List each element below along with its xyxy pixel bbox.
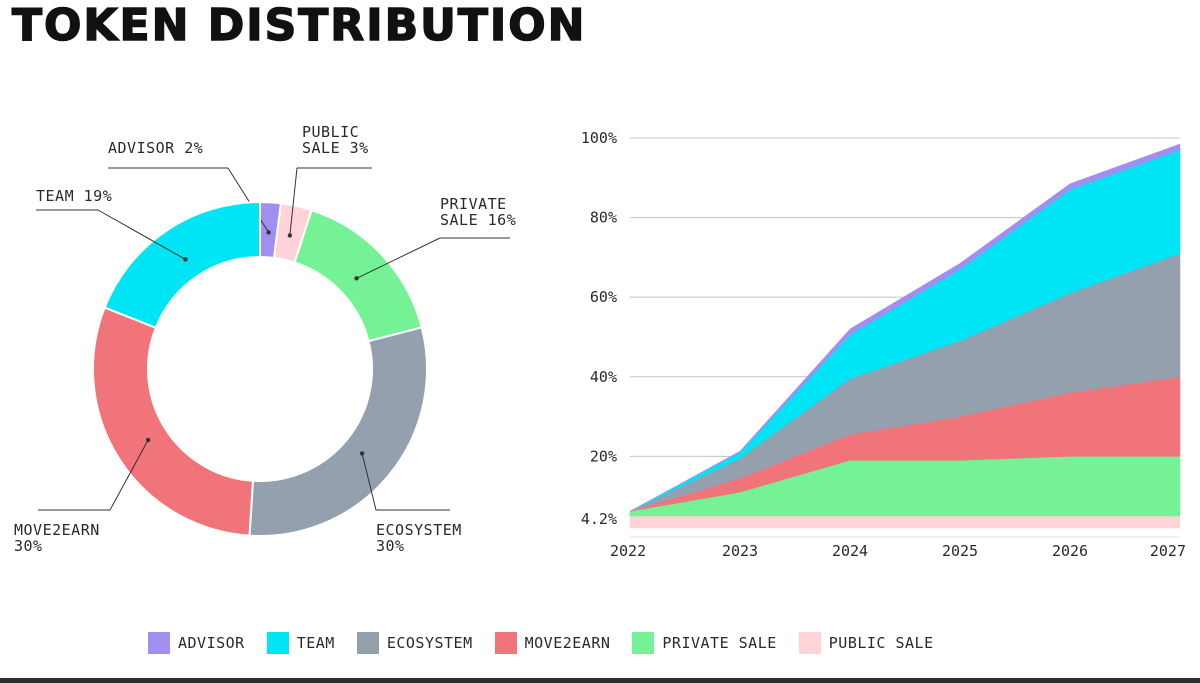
legend-swatch-advisor	[148, 632, 170, 654]
donut-label-ecosystem: ECOSYSTEM 30%	[376, 521, 462, 555]
y-tick-label: 60%	[590, 288, 617, 306]
donut-slice-move2earn	[92, 306, 255, 537]
legend-swatch-private-sale	[632, 632, 655, 654]
donut-label-line1: ADVISOR 2%	[108, 139, 203, 157]
donut-label-line1: TEAM 19%	[36, 187, 112, 205]
area-series-advisor	[629, 143, 1181, 512]
donut-label-line2: SALE 16%	[440, 211, 516, 229]
x-tick-label: 2025	[942, 542, 978, 560]
donut-slice-team	[103, 200, 261, 330]
donut-label-line1: PUBLIC	[302, 123, 359, 141]
donut-label-private-sale: PRIVATE SALE 16%	[440, 195, 516, 229]
legend-swatch-public-sale	[798, 632, 821, 654]
donut-label-line1: ECOSYSTEM	[376, 521, 462, 539]
leader-line-move2earn	[109, 439, 149, 511]
leader-line-advisor	[227, 167, 270, 233]
leader-line-public-sale	[289, 167, 298, 236]
leader-dot-public-sale	[287, 233, 293, 238]
legend-label-move2earn: MOVE2EARN	[524, 634, 611, 652]
x-tick-label: 2027	[1150, 542, 1186, 560]
y-tick-label: 40%	[590, 368, 617, 386]
leader-line-private-sale	[356, 237, 441, 279]
legend-label-advisor: ADVISOR	[178, 634, 245, 652]
donut-slice-ecosystem	[248, 326, 428, 537]
legend-item-team: TEAM	[266, 632, 335, 654]
area-chart: 4.2% 20% 40% 60% 80% 100% 2022 2023 2024 2025 2026…	[581, 129, 1186, 560]
legend-item-move2earn: MOVE2EARN	[494, 632, 611, 654]
donut-label-move2earn: MOVE2EARN 30%	[14, 521, 100, 555]
legend-item-ecosystem: ECOSYSTEM	[356, 632, 473, 654]
donut-chart: ADVISOR 2% PUBLIC SALE 3% PRIVATE SALE 16% EC…	[14, 123, 516, 555]
area-series-public-sale	[629, 515, 1181, 529]
donut-label-line2: SALE 3%	[302, 139, 369, 157]
donut-label-line2: 30%	[376, 537, 405, 555]
y-tick-label: 4.2%	[581, 510, 617, 528]
leader-dot-private-sale	[354, 276, 359, 281]
leader-line-team	[97, 209, 186, 260]
legend-swatch-team	[266, 632, 289, 654]
y-tick-label: 100%	[581, 129, 617, 147]
donut-label-team: TEAM 19%	[36, 187, 112, 205]
legend-item-public-sale: PUBLIC SALE	[798, 632, 934, 654]
page-title: TOKEN DISTRIBUTION	[11, 0, 587, 52]
leader-line-ecosystem	[361, 453, 377, 511]
legend-label-ecosystem: ECOSYSTEM	[386, 634, 473, 652]
legend-swatch-move2earn	[494, 632, 517, 654]
legend-swatch-ecosystem	[356, 632, 379, 654]
donut-label-line2: 30%	[14, 537, 43, 555]
legend-label-private-sale: PRIVATE SALE	[662, 634, 777, 652]
legend-label-public-sale: PUBLIC SALE	[828, 634, 934, 652]
legend-item-advisor: ADVISOR	[148, 632, 245, 654]
y-tick-label: 20%	[590, 447, 617, 465]
legend-item-private-sale: PRIVATE SALE	[632, 632, 776, 654]
x-tick-label: 2023	[722, 542, 758, 560]
x-tick-label: 2026	[1052, 542, 1088, 560]
donut-label-line1: PRIVATE	[440, 195, 507, 213]
donut-label-line1: MOVE2EARN	[14, 521, 100, 539]
chart-legend: ADVISOR TEAM ECOSYSTEM MOVE2EARN PRIVATE…	[148, 632, 956, 654]
y-tick-label: 80%	[590, 209, 617, 227]
donut-label-advisor: ADVISOR 2%	[108, 139, 203, 157]
x-tick-label: 2022	[610, 542, 646, 560]
donut-label-public-sale: PUBLIC SALE 3%	[302, 123, 369, 157]
bottom-bar	[0, 678, 1200, 683]
x-tick-label: 2024	[832, 542, 868, 560]
legend-label-team: TEAM	[296, 634, 335, 652]
